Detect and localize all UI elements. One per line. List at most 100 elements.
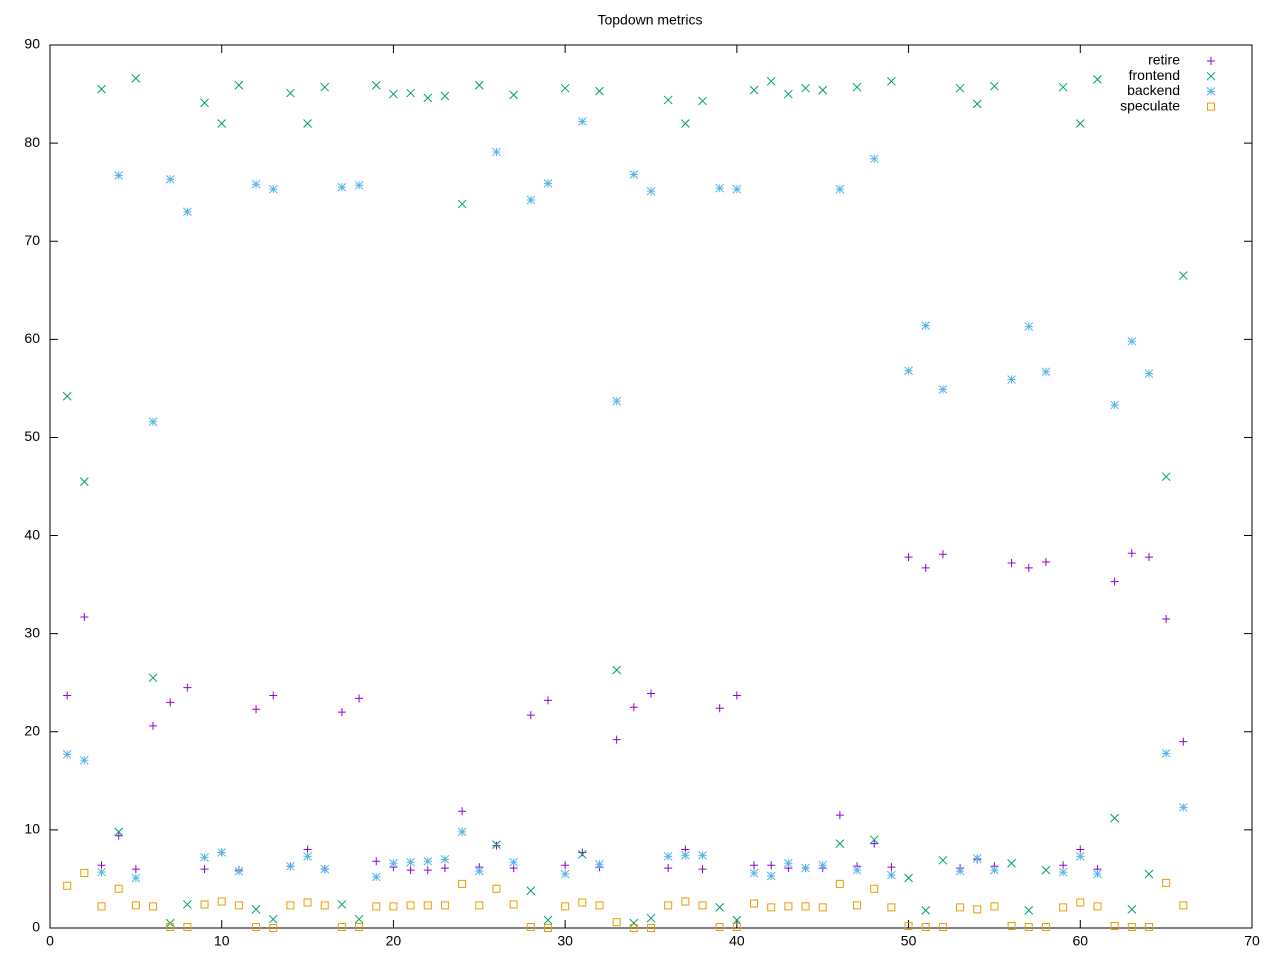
point — [887, 903, 896, 912]
point — [389, 89, 398, 99]
point — [268, 184, 278, 194]
point — [1161, 472, 1171, 482]
point — [577, 850, 587, 859]
point — [543, 915, 553, 925]
x-tick-label: 40 — [729, 933, 745, 949]
point — [251, 905, 261, 914]
point — [1093, 74, 1102, 84]
point — [303, 119, 312, 128]
y-tick-label: 50 — [24, 428, 40, 444]
legend-marker — [1207, 102, 1215, 111]
point — [543, 696, 552, 705]
point — [543, 178, 553, 188]
point — [1110, 400, 1119, 410]
point — [767, 861, 776, 870]
point — [990, 902, 999, 911]
point — [234, 866, 244, 876]
point — [629, 924, 638, 932]
point — [869, 154, 879, 164]
point — [406, 88, 415, 98]
point — [1127, 336, 1137, 346]
point — [647, 689, 655, 698]
point — [337, 708, 346, 717]
point — [955, 83, 965, 93]
plot-border — [49, 44, 1253, 929]
point — [784, 858, 793, 868]
point — [440, 901, 449, 910]
point — [268, 914, 278, 924]
point — [1007, 375, 1016, 384]
point — [234, 901, 243, 910]
point — [767, 903, 776, 912]
point — [904, 553, 913, 562]
point — [680, 119, 690, 128]
legend-label: retire — [1148, 52, 1180, 68]
point — [647, 924, 655, 932]
point — [183, 207, 192, 217]
point — [664, 864, 673, 873]
point — [921, 905, 931, 915]
point — [1093, 869, 1102, 879]
point — [80, 869, 89, 878]
y-tick-label: 30 — [24, 624, 40, 640]
point — [492, 841, 501, 850]
point — [200, 853, 209, 862]
point — [320, 901, 329, 910]
point — [715, 183, 725, 193]
point — [1058, 867, 1068, 877]
point — [114, 827, 124, 837]
point — [1076, 898, 1085, 907]
point — [1110, 922, 1119, 931]
chart-title: Topdown metrics — [597, 12, 702, 28]
point — [114, 884, 123, 893]
point — [509, 900, 518, 909]
point — [646, 913, 656, 923]
point — [750, 899, 759, 908]
point — [148, 417, 158, 427]
point — [1093, 902, 1102, 911]
point — [938, 923, 947, 932]
point — [131, 74, 141, 83]
point — [1127, 549, 1136, 558]
point — [1007, 559, 1016, 568]
point — [749, 868, 759, 878]
point — [372, 902, 381, 911]
point — [371, 80, 381, 90]
point — [1075, 852, 1085, 861]
point — [252, 705, 261, 714]
point — [1041, 865, 1051, 875]
point — [148, 673, 158, 683]
point — [1024, 563, 1033, 572]
point — [1162, 614, 1171, 623]
point — [526, 886, 536, 896]
point — [818, 860, 828, 870]
point — [595, 859, 604, 869]
point — [766, 76, 776, 86]
point — [458, 807, 467, 816]
point — [492, 840, 501, 849]
point — [131, 865, 140, 874]
point — [904, 873, 913, 883]
point — [664, 901, 673, 910]
point — [1144, 869, 1154, 879]
point — [423, 866, 432, 875]
point — [509, 90, 518, 100]
point — [663, 95, 673, 105]
x-tick-label: 10 — [214, 933, 230, 949]
point — [698, 96, 707, 106]
point — [715, 903, 725, 912]
point — [63, 691, 72, 700]
point — [1075, 119, 1085, 128]
point — [423, 901, 432, 910]
point — [938, 550, 947, 559]
legend-marker — [1206, 87, 1216, 96]
point — [474, 866, 484, 876]
point — [853, 901, 862, 910]
point — [440, 864, 449, 873]
point — [938, 855, 948, 865]
point — [612, 735, 621, 744]
point — [1041, 367, 1051, 377]
point — [406, 857, 415, 867]
point — [63, 881, 72, 890]
point — [234, 80, 244, 90]
